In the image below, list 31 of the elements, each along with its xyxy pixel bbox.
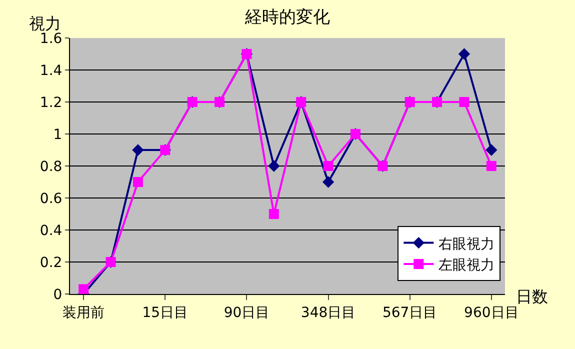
point <box>486 144 498 156</box>
x-tick-label: 装用前 <box>62 304 105 321</box>
point <box>132 144 144 156</box>
point <box>268 160 280 172</box>
x-tick-label: 960日目 <box>464 304 519 321</box>
y-tick-label: 1.2 <box>40 94 62 111</box>
chart-title: 経時的変化 <box>244 7 330 28</box>
legend-label: 左眼視力 <box>438 257 495 274</box>
y-tick-label: 1 <box>53 126 62 143</box>
y-tick-label: 0.4 <box>40 222 62 239</box>
point <box>323 161 334 171</box>
y-tick-label: 0.8 <box>40 158 62 175</box>
y-tick-label: 1.4 <box>40 62 62 79</box>
point <box>268 209 279 219</box>
y-tick-label: 1.6 <box>40 30 62 47</box>
y-tick-label: 0 <box>53 286 62 303</box>
point <box>78 284 89 294</box>
x-tick-label: 90日目 <box>224 304 270 321</box>
y-tick-label: 0.6 <box>40 190 62 207</box>
point <box>459 97 470 107</box>
x-axis-title: 日数 <box>516 287 548 306</box>
x-tick-label: 348日目 <box>300 304 356 321</box>
legend-label: 右眼視力 <box>438 236 495 252</box>
point <box>322 176 334 188</box>
point <box>486 161 496 171</box>
y-tick-label: 0.2 <box>40 254 62 271</box>
point <box>458 48 470 60</box>
x-tick-label: 567日目 <box>382 304 438 321</box>
point <box>132 177 143 187</box>
x-tick-label: 15日目 <box>142 304 188 321</box>
y-axis-title: 視力 <box>29 14 61 33</box>
